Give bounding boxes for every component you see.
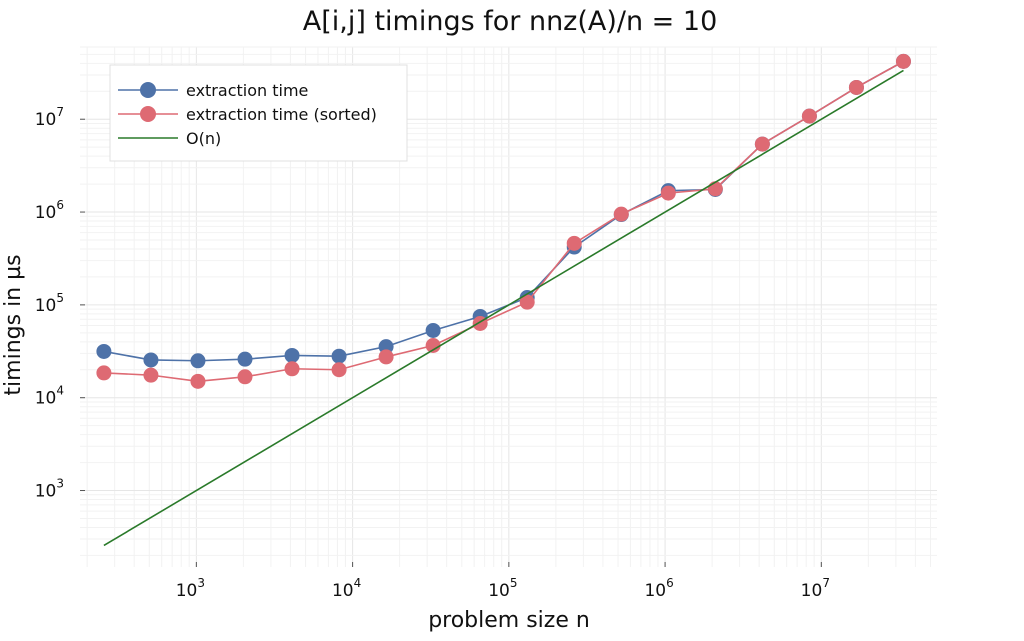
x-tick-base: 10 — [801, 581, 823, 601]
x-tick-base: 10 — [176, 581, 198, 601]
data-point — [425, 322, 441, 338]
x-tick-label: 106 — [644, 576, 673, 601]
series-2 — [103, 69, 904, 547]
y-tick-base: 10 — [35, 203, 57, 223]
y-tick-label: 107 — [35, 105, 64, 130]
y-tick-label: 103 — [35, 477, 64, 502]
data-point — [96, 365, 112, 381]
legend-item: extraction time — [118, 81, 308, 100]
data-point — [331, 362, 347, 378]
x-tick-label: 103 — [176, 576, 205, 601]
data-point — [707, 181, 723, 197]
x-tick-label: 107 — [801, 576, 830, 601]
data-point — [96, 343, 112, 359]
legend-label: extraction time (sorted) — [186, 105, 377, 124]
data-point — [284, 347, 300, 363]
y-tick-exp: 5 — [56, 291, 64, 305]
x-tick-exp: 6 — [666, 576, 674, 590]
data-point — [378, 349, 394, 365]
x-tick-base: 10 — [332, 581, 354, 601]
y-tick-exp: 7 — [56, 105, 64, 119]
chart-title: A[i,j] timings for nnz(A)/n = 10 — [303, 6, 718, 37]
x-tick-label: 105 — [488, 576, 517, 601]
legend: extraction time extraction time (sorted) O… — [109, 64, 408, 162]
series-line — [103, 69, 904, 547]
data-point — [519, 294, 535, 310]
data-point — [848, 79, 864, 95]
x-tick-label: 104 — [332, 576, 361, 601]
x-tick-base: 10 — [644, 581, 666, 601]
data-point — [331, 348, 347, 364]
series-1 — [96, 53, 911, 389]
x-tick-exp: 3 — [197, 576, 205, 590]
data-point — [237, 369, 253, 385]
legend-swatch-marker — [140, 106, 156, 122]
y-tick-base: 10 — [35, 482, 57, 502]
y-tick-label: 106 — [35, 198, 64, 223]
data-point — [425, 338, 441, 354]
x-tick-exp: 7 — [822, 576, 830, 590]
data-point — [190, 353, 206, 369]
y-tick-label: 104 — [35, 384, 64, 409]
data-point — [378, 339, 394, 355]
data-point — [660, 185, 676, 201]
series-line — [103, 60, 904, 383]
y-tick-exp: 3 — [56, 477, 64, 491]
legend-label: extraction time — [186, 81, 308, 100]
y-tick-base: 10 — [35, 389, 57, 409]
x-axis-label: problem size n — [428, 608, 590, 633]
data-point — [895, 53, 911, 69]
y-tick-base: 10 — [35, 296, 57, 316]
data-point — [190, 373, 206, 389]
x-tick-exp: 4 — [354, 576, 362, 590]
data-point — [566, 235, 582, 251]
series-layer — [96, 53, 911, 547]
legend-box — [109, 64, 408, 162]
data-point — [284, 361, 300, 377]
x-tick-exp: 5 — [510, 576, 518, 590]
legend-swatch-marker — [140, 82, 156, 98]
data-point — [143, 352, 159, 368]
y-tick-base: 10 — [35, 110, 57, 130]
legend-item: O(n) — [118, 129, 221, 148]
data-point — [237, 351, 253, 367]
data-point — [613, 206, 629, 222]
y-tick-exp: 4 — [56, 384, 64, 398]
y-tick-exp: 6 — [56, 198, 64, 212]
data-point — [143, 367, 159, 383]
data-point — [801, 108, 817, 124]
x-tick-base: 10 — [488, 581, 510, 601]
y-tick-label: 105 — [35, 291, 64, 316]
data-point — [754, 136, 770, 152]
y-axis-label: timings in µs — [1, 254, 26, 395]
legend-label: O(n) — [186, 129, 221, 148]
legend-item: extraction time (sorted) — [118, 105, 377, 124]
